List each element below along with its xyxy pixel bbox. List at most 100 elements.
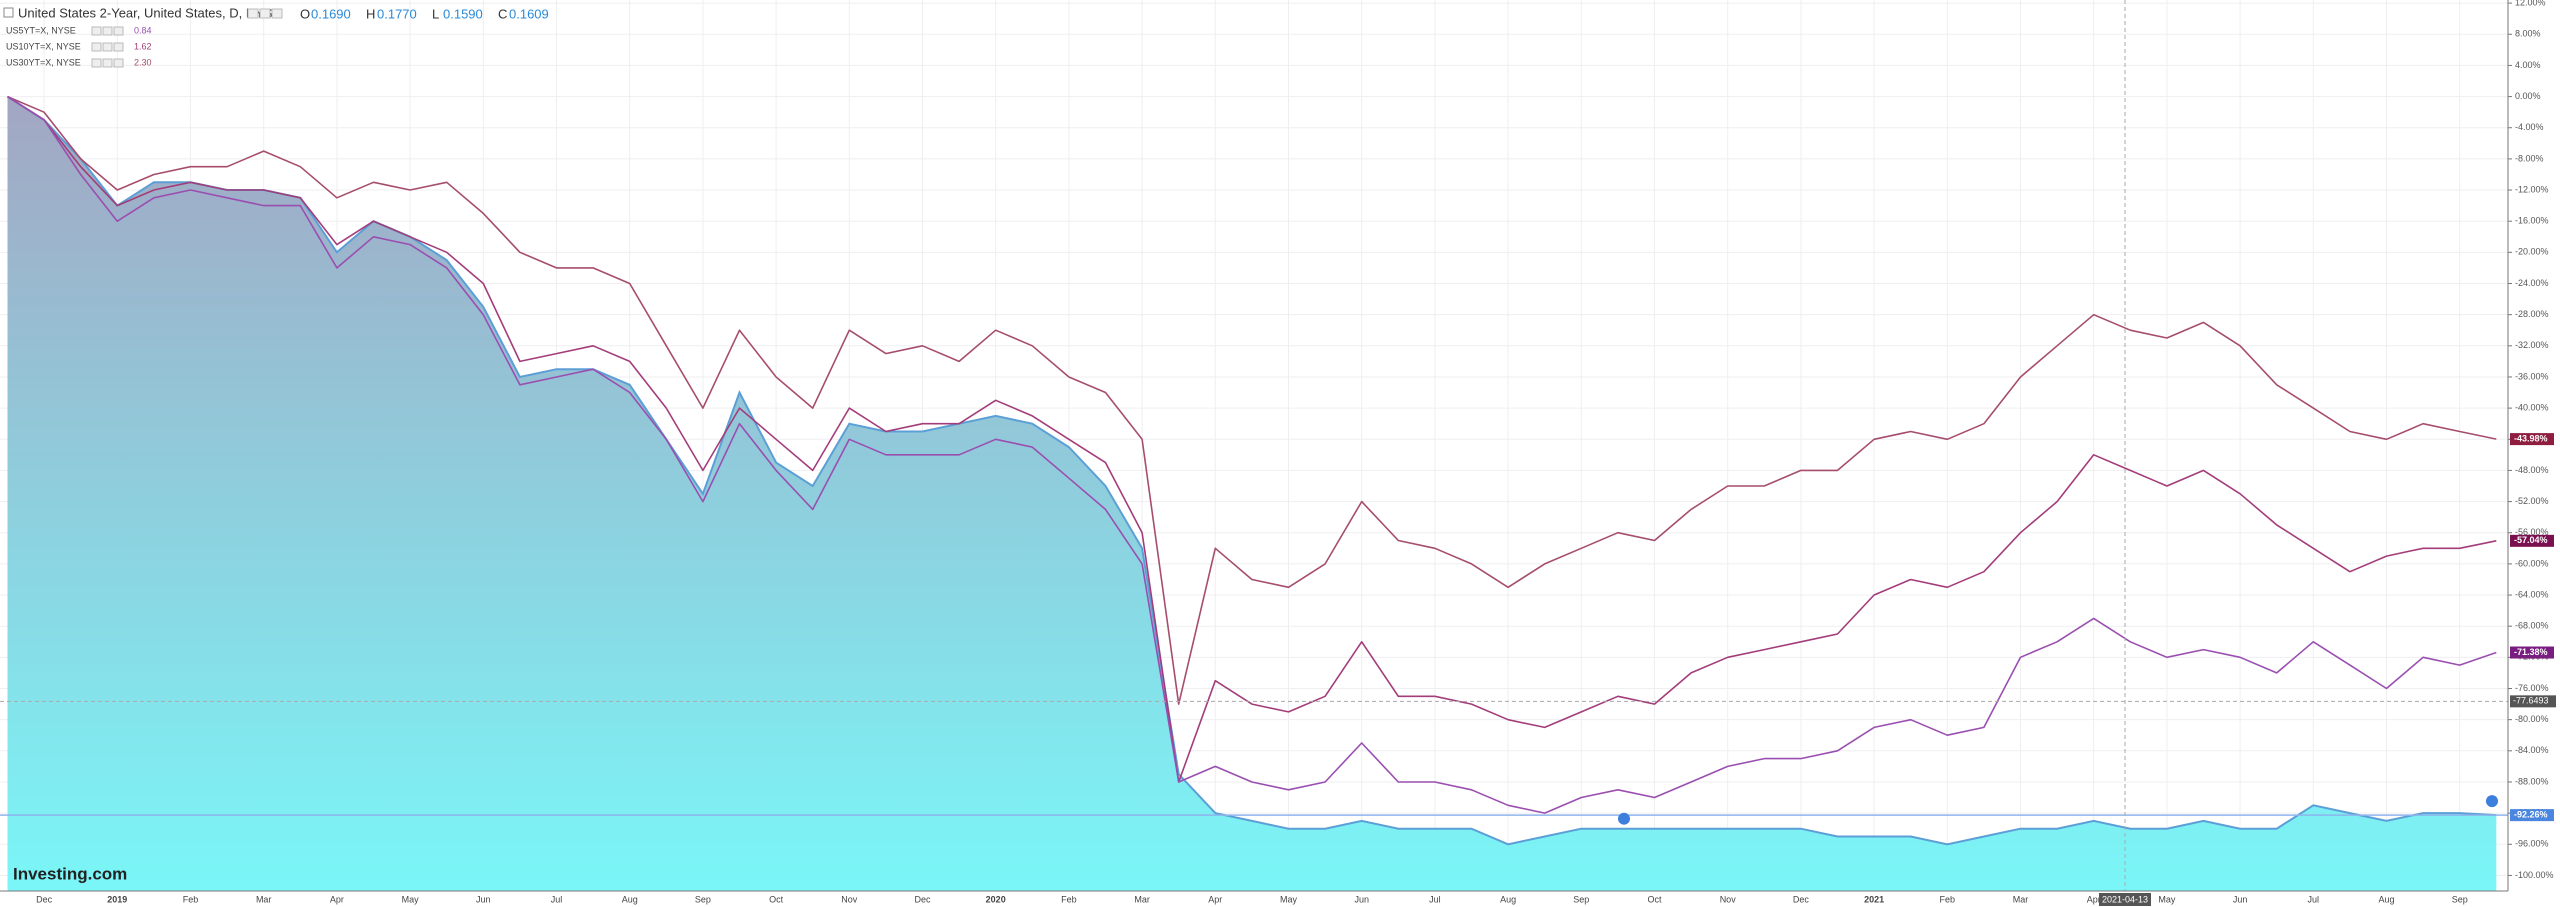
legend-button[interactable] — [102, 26, 113, 36]
crosshair-y-label: -77.6493 — [2513, 696, 2549, 706]
y-tick-label: -20.00% — [2515, 247, 2549, 257]
x-tick-label: Dec — [36, 894, 53, 904]
y-tick-label: -48.00% — [2515, 465, 2549, 475]
plot-area — [6, 95, 2497, 892]
ohlc-value: 0.1690 — [311, 6, 351, 21]
ohlc-key: O — [300, 6, 310, 21]
chart-title: United States 2-Year, United States, D, … — [18, 5, 282, 20]
x-tick-label: Feb — [183, 894, 199, 904]
header-button[interactable] — [271, 8, 283, 19]
header-button[interactable] — [247, 8, 259, 19]
y-tick-label: 4.00% — [2515, 60, 2541, 70]
x-tick-label: Jul — [551, 894, 563, 904]
axes: 12.00% 8.00% 4.00% 0.00% -4.00% -8.00% -12.00%… — [36, 0, 2556, 906]
y-tick-label: 12.00% — [2515, 0, 2546, 7]
y-tick-label: -80.00% — [2515, 714, 2549, 724]
ohlc-value: 0.1609 — [509, 6, 549, 21]
crosshair-y-badge — [2510, 695, 2556, 708]
crosshair-x-label: 2021-04-13 — [2102, 894, 2148, 904]
event-icon[interactable] — [2486, 795, 2498, 808]
end-badge — [2510, 534, 2554, 547]
x-tick-label: 2021 — [1864, 894, 1884, 904]
legend-name: US30YT=X, NYSE — [6, 57, 81, 67]
x-tick-label: Sep — [695, 894, 711, 904]
overlay — [0, 0, 2508, 891]
x-tick-label: Jul — [2308, 894, 2320, 904]
y-tick-label: -100.00% — [2515, 870, 2554, 880]
y-tick-label: -40.00% — [2515, 402, 2549, 412]
series-line — [7, 95, 2497, 814]
x-tick-label: 2019 — [107, 894, 127, 904]
collapse-icon[interactable] — [3, 7, 14, 18]
x-tick-label: Jul — [1429, 894, 1441, 904]
end-label: -71.38% — [2514, 647, 2548, 657]
y-tick-label: -24.00% — [2515, 278, 2549, 288]
x-tick-label: Dec — [914, 894, 931, 904]
x-tick-label: Feb — [1061, 894, 1077, 904]
end-label: -43.98% — [2514, 433, 2548, 443]
y-tick-label: -76.00% — [2515, 683, 2549, 693]
x-tick-label: Mar — [1134, 894, 1150, 904]
legend-button[interactable] — [113, 58, 124, 68]
x-tick-label: Jun — [476, 894, 491, 904]
y-tick-label: -88.00% — [2515, 776, 2549, 786]
y-tick-label: -96.00% — [2515, 839, 2549, 849]
ohlc-key: C — [498, 6, 507, 21]
y-tick-label: -60.00% — [2515, 558, 2549, 568]
y-tick-label: -4.00% — [2515, 122, 2544, 132]
legend-button[interactable] — [91, 58, 102, 68]
legend-button[interactable] — [91, 26, 102, 36]
x-tick-label: May — [2158, 894, 2176, 904]
x-tick-label: Jun — [2233, 894, 2248, 904]
ohlc-key: H — [366, 6, 375, 21]
end-label: -57.04% — [2514, 535, 2548, 545]
ohlc-value: 0.1590 — [443, 6, 483, 21]
legend: United States 2-Year, United States, D, … — [3, 5, 549, 68]
y-tick-label: -12.00% — [2515, 184, 2549, 194]
x-tick-label: Oct — [1647, 894, 1662, 904]
legend-name: US5YT=X, NYSE — [6, 25, 76, 35]
x-tick-label: May — [402, 894, 420, 904]
series-line — [7, 95, 2497, 783]
y-tick-label: 0.00% — [2515, 91, 2541, 101]
area — [7, 96, 2497, 892]
end-badge — [2510, 646, 2554, 659]
ohlc-value: 0.1770 — [377, 6, 417, 21]
legend-button[interactable] — [91, 42, 102, 52]
x-tick-label: Nov — [841, 894, 858, 904]
y-tick-label: -68.00% — [2515, 621, 2549, 631]
legend-button[interactable] — [102, 58, 113, 68]
x-tick-label: Feb — [1940, 894, 1956, 904]
y-axis-panel — [2508, 0, 2560, 907]
event-icon[interactable] — [1618, 812, 1630, 825]
x-axis-panel — [0, 891, 2560, 907]
x-tick-label: Sep — [1573, 894, 1589, 904]
header-button[interactable] — [259, 8, 271, 19]
legend-value: 0.84 — [134, 25, 152, 35]
legend-value: 2.30 — [134, 57, 152, 67]
y-tick-label: -64.00% — [2515, 589, 2549, 599]
end-badge — [2510, 809, 2554, 822]
legend-button[interactable] — [113, 26, 124, 36]
x-tick-label: Jun — [1354, 894, 1369, 904]
y-tick-label: -32.00% — [2515, 340, 2549, 350]
y-tick-label: -52.00% — [2515, 496, 2549, 506]
legend-button[interactable] — [113, 42, 124, 52]
x-tick-label: Mar — [2013, 894, 2029, 904]
x-tick-label: Mar — [256, 894, 272, 904]
legend-value: 1.62 — [134, 41, 152, 51]
y-tick-label: -84.00% — [2515, 745, 2549, 755]
area-line — [6, 95, 2497, 846]
ohlc-key: L — [432, 6, 439, 21]
x-tick-label: Aug — [1500, 894, 1516, 904]
y-tick-label: -36.00% — [2515, 371, 2549, 381]
legend-name: US10YT=X, NYSE — [6, 41, 81, 51]
legend-button[interactable] — [102, 42, 113, 52]
x-tick-label: 2020 — [986, 894, 1006, 904]
x-tick-label: May — [1280, 894, 1298, 904]
series-line — [7, 95, 2497, 705]
x-tick-label: Nov — [1720, 894, 1737, 904]
end-label: -92.26% — [2514, 810, 2548, 820]
